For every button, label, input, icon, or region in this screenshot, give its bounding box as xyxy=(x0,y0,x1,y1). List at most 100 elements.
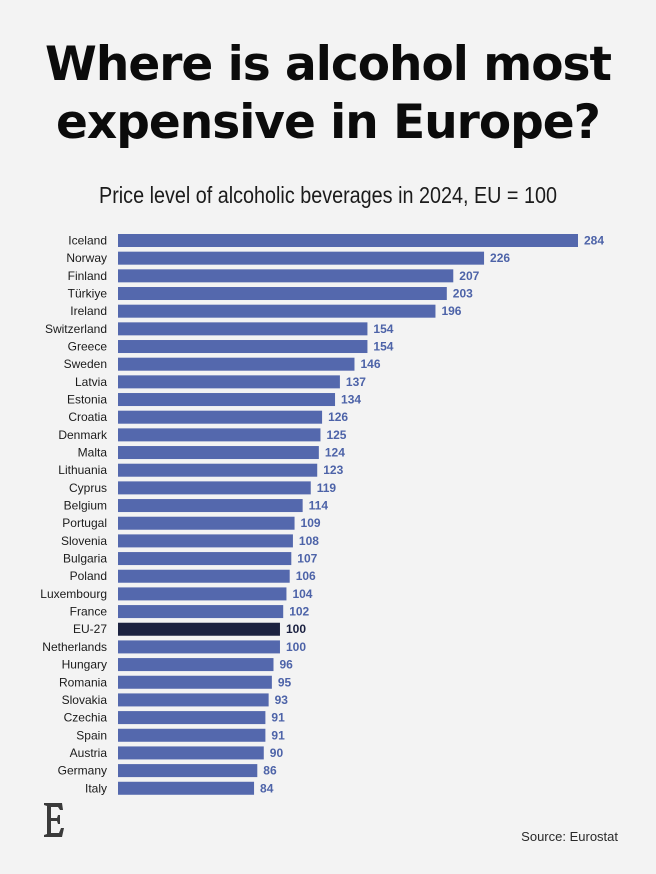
category-label: Spain xyxy=(76,728,107,742)
chart-subtitle: Price level of alcoholic beverages in 20… xyxy=(99,182,557,208)
bar xyxy=(118,251,485,265)
bar xyxy=(118,304,436,318)
category-label: Iceland xyxy=(68,234,107,248)
bar xyxy=(118,640,280,654)
category-label: Belgium xyxy=(64,499,107,513)
category-label: Slovenia xyxy=(61,534,107,548)
category-label: Netherlands xyxy=(42,640,107,654)
value-label: 100 xyxy=(286,640,306,654)
category-label: Germany xyxy=(58,764,107,778)
bar xyxy=(118,357,355,371)
value-label: 86 xyxy=(263,764,277,778)
title-line-1: Where is alcohol most xyxy=(45,37,612,92)
bar xyxy=(118,410,323,424)
category-label: Hungary xyxy=(62,658,107,672)
value-label: 154 xyxy=(373,340,393,354)
bar xyxy=(118,675,272,689)
bar xyxy=(118,605,284,619)
category-label: Türkiye xyxy=(68,287,108,301)
value-label: 96 xyxy=(279,658,293,672)
category-label: Slovakia xyxy=(62,693,108,707)
value-label: 196 xyxy=(441,304,461,318)
economist-e-logo-icon xyxy=(44,803,64,837)
category-label: Cyprus xyxy=(69,481,107,495)
category-label: Sweden xyxy=(64,357,107,371)
value-label: 126 xyxy=(328,410,348,424)
value-label: 106 xyxy=(296,569,316,583)
category-label: Austria xyxy=(70,746,108,760)
value-label: 108 xyxy=(299,534,319,548)
category-label: Ireland xyxy=(70,304,107,318)
bar-highlight xyxy=(118,622,280,636)
bar xyxy=(118,781,255,795)
category-label: Portugal xyxy=(62,516,107,530)
bar xyxy=(118,463,318,477)
bar xyxy=(118,375,340,389)
bar xyxy=(118,287,447,301)
source-note: Source: Eurostat xyxy=(521,829,618,844)
bar xyxy=(118,322,368,336)
value-label: 93 xyxy=(275,693,289,707)
category-label: Latvia xyxy=(75,375,107,389)
bar xyxy=(118,693,269,707)
bar xyxy=(118,340,368,354)
value-label: 95 xyxy=(278,675,292,689)
value-label: 109 xyxy=(301,516,321,530)
category-label: EU-27 xyxy=(73,622,107,636)
category-label: Finland xyxy=(68,269,107,283)
value-label: 123 xyxy=(323,463,343,477)
value-label: 119 xyxy=(317,481,337,495)
category-label: Malta xyxy=(78,446,108,460)
value-label: 203 xyxy=(453,287,473,301)
bar xyxy=(118,711,266,725)
category-label: Romania xyxy=(59,675,107,689)
bar xyxy=(118,569,290,583)
chart-title: Where is alcohol most expensive in Europ… xyxy=(0,36,656,152)
category-label: Poland xyxy=(70,569,107,583)
bar xyxy=(118,746,264,760)
value-label: 134 xyxy=(341,393,361,407)
category-label: Italy xyxy=(85,781,107,795)
bar xyxy=(118,269,454,283)
bar xyxy=(118,516,295,530)
bar xyxy=(118,552,292,566)
bar xyxy=(118,499,303,513)
bar xyxy=(118,534,293,548)
bar xyxy=(118,764,258,778)
category-label: Czechia xyxy=(64,711,108,725)
value-label: 137 xyxy=(346,375,366,389)
bar xyxy=(118,728,266,742)
value-label: 124 xyxy=(325,446,345,460)
category-label: Croatia xyxy=(68,410,107,424)
category-label: Bulgaria xyxy=(63,552,107,566)
value-label: 114 xyxy=(309,499,329,513)
bar xyxy=(118,587,287,601)
bar xyxy=(118,658,274,672)
value-label: 107 xyxy=(297,552,317,566)
bar xyxy=(118,446,319,460)
category-label: Switzerland xyxy=(45,322,107,336)
value-label: 91 xyxy=(271,711,285,725)
title-line-2: expensive in Europe? xyxy=(56,95,601,150)
bar xyxy=(118,428,321,442)
category-label: Greece xyxy=(68,340,108,354)
value-label: 102 xyxy=(289,605,309,619)
bar xyxy=(118,481,311,495)
value-label: 146 xyxy=(360,357,380,371)
value-label: 226 xyxy=(490,251,510,265)
category-label: Luxembourg xyxy=(40,587,107,601)
value-label: 284 xyxy=(584,234,604,248)
category-label: Norway xyxy=(66,251,107,265)
category-label: Estonia xyxy=(67,393,107,407)
value-label: 104 xyxy=(292,587,312,601)
bar xyxy=(118,393,336,407)
value-label: 125 xyxy=(326,428,346,442)
value-label: 84 xyxy=(260,781,274,795)
value-label: 207 xyxy=(459,269,479,283)
value-label: 91 xyxy=(271,728,285,742)
value-label: 100 xyxy=(286,622,306,636)
value-label: 90 xyxy=(270,746,284,760)
category-label: France xyxy=(70,605,108,619)
category-label: Lithuania xyxy=(58,463,107,477)
